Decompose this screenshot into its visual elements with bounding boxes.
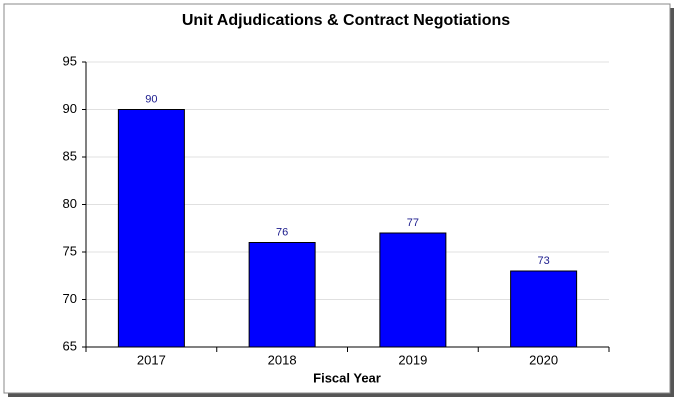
y-tick-label: 95 (63, 53, 77, 68)
bar (117, 109, 185, 348)
chart-title: Unit Adjudications & Contract Negotiatio… (182, 12, 510, 29)
bar (379, 232, 447, 348)
bar (510, 270, 578, 348)
y-tick-label: 75 (63, 243, 77, 258)
data-label: 77 (407, 217, 419, 229)
y-tick-label: 85 (63, 148, 77, 163)
bar (248, 242, 316, 348)
data-label: 90 (145, 93, 157, 105)
y-tick-label: 70 (63, 291, 77, 306)
x-tick-label: 2018 (268, 352, 297, 367)
x-tick-label: 2017 (137, 352, 166, 367)
data-label: 76 (276, 226, 288, 238)
y-tick-label: 80 (63, 196, 77, 211)
data-label: 73 (538, 255, 550, 267)
y-tick-label: 90 (63, 101, 77, 116)
x-tick-label: 2019 (398, 352, 427, 367)
x-tick-label: 2020 (529, 352, 558, 367)
y-tick-label: 65 (63, 338, 77, 353)
x-axis-label: Fiscal Year (313, 370, 381, 385)
